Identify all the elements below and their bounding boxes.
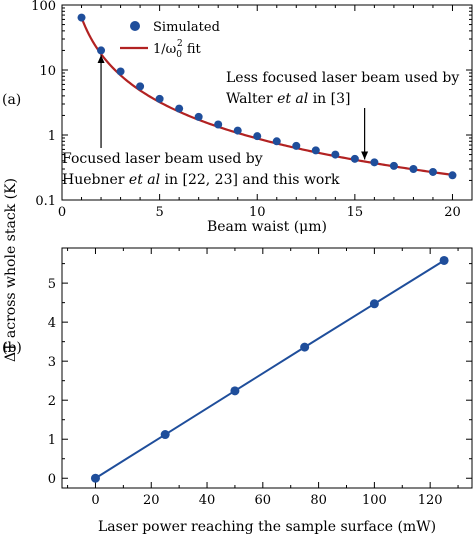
annotation-arrowhead xyxy=(97,55,105,64)
data-point-a xyxy=(253,132,262,141)
data-point-b xyxy=(300,342,310,352)
y-tick-label-b: 1 xyxy=(48,433,56,448)
data-point-a xyxy=(77,13,86,22)
data-point-b xyxy=(439,255,449,265)
y-tick-label-a: 10 xyxy=(39,64,56,79)
data-point-a xyxy=(233,126,242,135)
legend-label-fit: 1/ω02 fit xyxy=(153,39,202,60)
data-point-a xyxy=(214,120,223,129)
data-point-a xyxy=(448,171,457,180)
legend-a: Simulated 1/ω02 fit xyxy=(120,20,220,60)
y-tick-label-b: 0 xyxy=(48,472,56,487)
data-point-b xyxy=(369,299,379,309)
y-tick-label-a: 1 xyxy=(48,129,56,144)
y-tick-label-a: 0.1 xyxy=(35,194,56,209)
data-line-b xyxy=(94,259,445,480)
data-point-b xyxy=(90,473,100,483)
x-tick-label-b: 80 xyxy=(310,493,327,508)
data-point-a xyxy=(194,112,203,121)
x-tick-label-b: 120 xyxy=(418,493,443,508)
annotation-focused-line2: Huebner et al in [22, 23] and this work xyxy=(62,172,340,188)
annotation-less-focused-line2: Walter et al in [3] xyxy=(226,91,350,107)
data-point-a xyxy=(175,104,184,113)
data-point-a xyxy=(116,67,125,76)
data-point-b xyxy=(230,386,240,396)
annotation-focused-line1: Focused laser beam used by xyxy=(62,151,263,167)
x-tick-label-a: 0 xyxy=(58,205,66,220)
data-point-a xyxy=(409,164,418,173)
x-tick-label-b: 0 xyxy=(91,493,99,508)
data-point-a xyxy=(331,150,340,159)
y-tick-label-a: 100 xyxy=(31,0,56,14)
x-tick-label-b: 100 xyxy=(362,493,387,508)
data-point-a xyxy=(292,141,301,150)
y-tick-label-b: 3 xyxy=(48,355,56,370)
x-tick-label-b: 20 xyxy=(143,493,160,508)
chart-a: 0 5 10 15 20 0.1 1 10 100 Beam waist (μm) Simula… xyxy=(31,0,473,235)
chart-b: 0 20 40 60 80 100 120 0 1 2 3 4 5 Laser power reachi… xyxy=(48,247,473,535)
plot-frame-a xyxy=(61,4,473,201)
y-tick-label-b: 5 xyxy=(48,277,56,292)
data-point-a xyxy=(428,167,437,176)
data-point-a xyxy=(370,158,379,167)
annotation-less-focused-line1: Less focused laser beam used by xyxy=(226,70,459,86)
data-point-a xyxy=(97,46,106,55)
data-point-a xyxy=(272,137,281,146)
x-axis-label-b: Laser power reaching the sample surface … xyxy=(98,519,436,535)
plot-frame-b xyxy=(61,247,473,489)
data-point-a xyxy=(389,161,398,170)
y-tick-label-b: 4 xyxy=(48,316,56,331)
x-tick-label-a: 15 xyxy=(347,205,364,220)
y-axis-label: ΔT across whole stack (K) xyxy=(3,178,19,362)
data-point-b xyxy=(160,430,170,440)
panel-label-b: (b) xyxy=(2,340,22,356)
legend-marker-simulated xyxy=(130,21,140,31)
x-tick-label-b: 40 xyxy=(199,493,216,508)
data-point-a xyxy=(155,94,164,103)
x-tick-label-a: 20 xyxy=(444,205,461,220)
x-tick-label-a: 10 xyxy=(249,205,266,220)
panel-label-a: (a) xyxy=(2,92,21,108)
legend-label-simulated: Simulated xyxy=(153,20,220,35)
x-tick-label-a: 5 xyxy=(155,205,163,220)
data-point-a xyxy=(311,146,320,155)
x-axis-label-a: Beam waist (μm) xyxy=(207,219,327,235)
data-point-a xyxy=(136,82,145,91)
annotation-arrowhead xyxy=(361,151,369,160)
y-tick-label-b: 2 xyxy=(48,394,56,409)
data-point-a xyxy=(350,154,359,163)
x-tick-label-b: 60 xyxy=(255,493,272,508)
